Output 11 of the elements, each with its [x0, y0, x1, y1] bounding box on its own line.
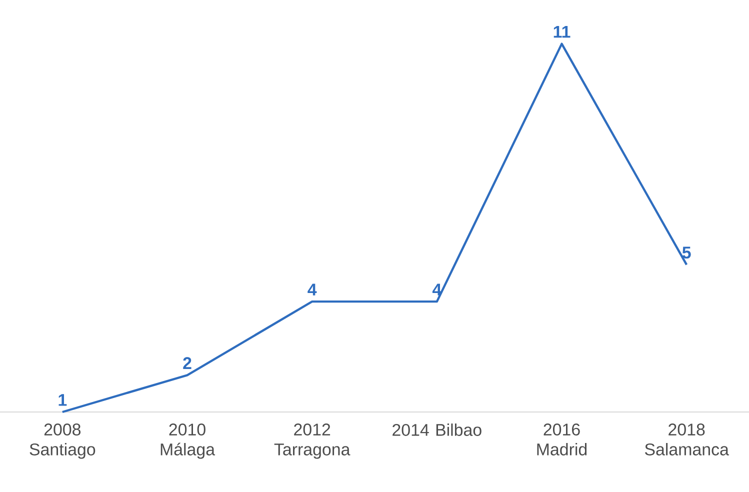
data-label: 1	[58, 394, 67, 406]
x-tick-label: 2018 Salamanca	[644, 424, 729, 456]
data-label: 11	[554, 26, 570, 38]
x-tick-label: 2016 Madrid	[537, 424, 587, 456]
data-label: 2	[183, 357, 192, 369]
x-tick-label: 2010 Málaga	[160, 424, 216, 459]
x-tick-label: 2008 Santiago	[30, 424, 96, 459]
x-tick-label: 2014 Bilbao	[392, 424, 482, 436]
x-tick-label: 2012 Tarragona	[274, 424, 350, 459]
data-label: 4	[308, 284, 317, 296]
data-label: 5	[682, 246, 691, 259]
